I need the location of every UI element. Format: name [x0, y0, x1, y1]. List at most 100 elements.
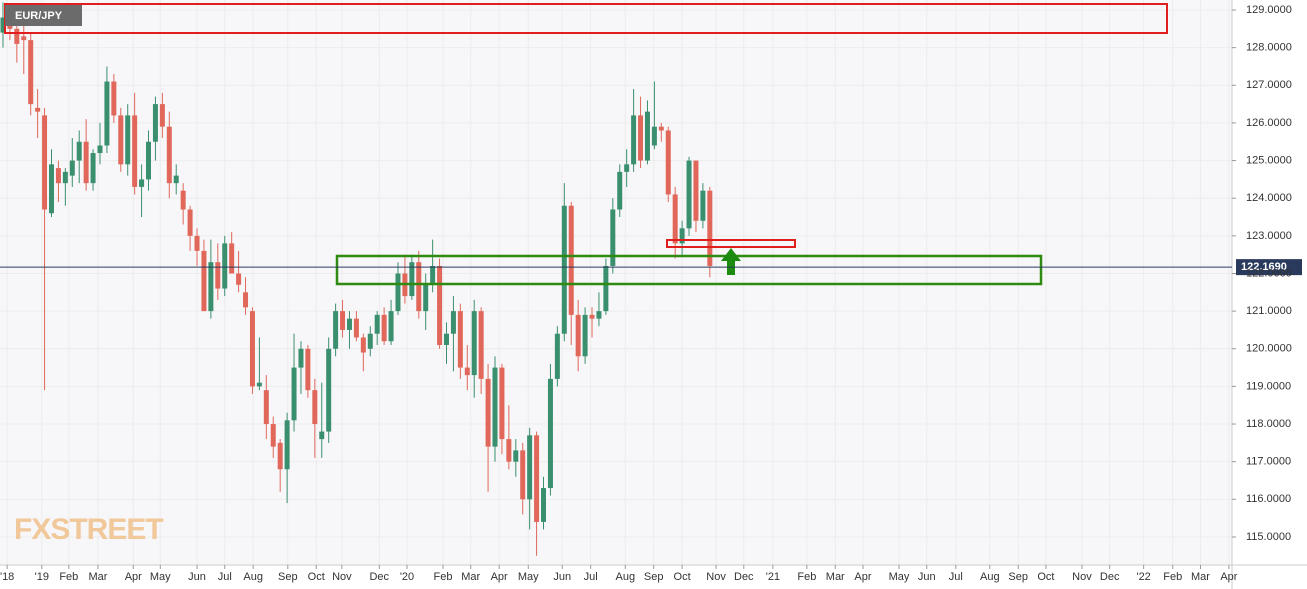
candle-body [471, 311, 477, 376]
x-tick-label: Jun [918, 571, 936, 583]
candle-body [430, 265, 436, 285]
x-tick-label: Feb [1163, 571, 1182, 583]
title-box [5, 5, 82, 26]
candle-body [388, 311, 394, 342]
candle-body [561, 205, 567, 334]
y-tick-label: 128.0000 [1246, 42, 1292, 54]
candle-body [547, 378, 553, 489]
candle-body [395, 273, 401, 312]
x-tick-label: Jul [584, 571, 598, 583]
candle-body [707, 190, 713, 266]
candle-body [28, 40, 34, 105]
x-tick-label: May [889, 571, 910, 583]
candle-body [291, 367, 297, 421]
y-tick-label: 115.0000 [1246, 531, 1291, 543]
candle-body [152, 104, 158, 142]
last-price: 122.1690 [0, 259, 1302, 276]
candle-body [284, 420, 290, 470]
candle-body [464, 367, 470, 376]
candle-body [367, 333, 373, 349]
x-tick-label: Nov [332, 571, 352, 583]
candle-body [360, 337, 366, 353]
x-tick-label: Nov [1072, 571, 1092, 583]
candle-body [236, 273, 242, 285]
candle-body [90, 153, 96, 184]
candle-body [443, 333, 449, 345]
y-tick-label: 122.0000 [1246, 267, 1292, 279]
x-tick-label: Apr [854, 571, 871, 583]
y-tick-label: 123.0000 [1246, 230, 1292, 242]
candle-body [610, 209, 616, 266]
candle-body [229, 243, 235, 274]
y-tick-label: 129.0000 [1246, 4, 1292, 16]
candle-body [187, 209, 193, 236]
candle-body [97, 145, 103, 154]
x-tick-label: Oct [674, 571, 691, 583]
candle-body [603, 265, 609, 312]
x-tick-label: Jul [218, 571, 232, 583]
candle-body [111, 81, 117, 116]
candle-body [256, 382, 262, 387]
candle-body [534, 435, 540, 522]
candle-body [374, 314, 380, 334]
candle-body [326, 348, 332, 432]
candle-body [693, 160, 699, 221]
up-arrow [721, 248, 741, 275]
watermark: FXSTREET [14, 513, 163, 546]
candle-body [589, 314, 595, 319]
x-tick-label: May [150, 571, 171, 583]
y-tick-label: 116.0000 [1246, 493, 1291, 505]
x-tick-label: Jun [553, 571, 571, 583]
y-tick-label: 120.0000 [1246, 343, 1292, 355]
candle-body [83, 141, 89, 184]
x-tick-label: Feb [59, 571, 78, 583]
candle-body [478, 311, 484, 379]
x-tick-label: Sep [1008, 571, 1028, 583]
candle-body [554, 333, 560, 379]
candle-body [686, 160, 692, 229]
candle-body [69, 160, 75, 176]
candles [0, 2, 713, 556]
x-tick-label: Mar [88, 571, 107, 583]
candle-body [132, 115, 138, 187]
x-tick-label: Dec [734, 571, 754, 583]
candle-body [437, 265, 443, 345]
candle-body [568, 205, 574, 315]
candle-body [541, 488, 547, 522]
candle-body [416, 262, 422, 312]
x-tick-label: '18 [0, 571, 14, 583]
y-tick-label: 127.0000 [1246, 79, 1292, 91]
candle-body [201, 250, 207, 312]
x-tick-label: Feb [797, 571, 816, 583]
candle-body [450, 311, 456, 334]
candle-body [298, 348, 304, 368]
candle-body [55, 168, 61, 184]
candle-body [249, 311, 255, 387]
candle-body [118, 115, 124, 165]
candle-body [62, 171, 68, 184]
chart-title: EUR/JPY [15, 10, 63, 22]
x-tick-label: '21 [766, 571, 780, 583]
candle-body [506, 439, 512, 462]
y-tick-label: 125.0000 [1246, 154, 1292, 166]
candle-body [631, 115, 637, 165]
x-tick-label: Mar [461, 571, 480, 583]
plot-area [0, 0, 1232, 565]
candle-body [520, 450, 526, 500]
y-tick-label: 119.0000 [1246, 380, 1291, 392]
candle-body [333, 311, 339, 349]
candle-body [166, 126, 172, 184]
y-tick-label: 118.0000 [1246, 418, 1291, 430]
candle-body [180, 190, 186, 210]
candle-body [159, 104, 165, 127]
candle-body [409, 262, 415, 297]
x-tick-label: '20 [400, 571, 414, 583]
candle-body [346, 318, 352, 330]
candle-body [146, 141, 152, 180]
candle-body [596, 311, 602, 319]
candle-body [48, 164, 54, 214]
level-box [666, 239, 796, 248]
x-tick-label: Oct [1037, 571, 1054, 583]
candle-body [485, 378, 491, 447]
